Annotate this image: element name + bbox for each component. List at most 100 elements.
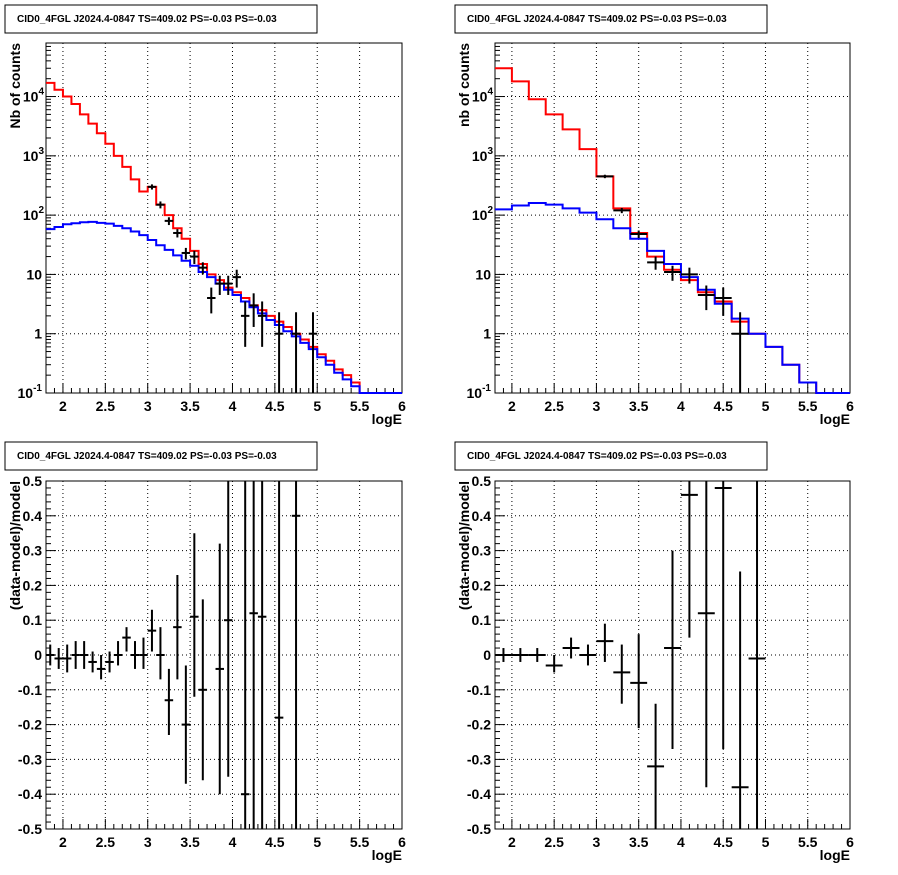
- series-step-line: [495, 202, 850, 394]
- y-tick-label: -0.1: [18, 682, 42, 698]
- data-point: [647, 256, 665, 270]
- data-point: [647, 703, 665, 829]
- chart-title: CID0_4FGL J2024.4-0847 TS=409.02 PS=-0.0…: [17, 451, 277, 462]
- data-point: [198, 262, 208, 275]
- y-tick-label: 10-1: [18, 383, 43, 401]
- x-tick-label: 5.5: [798, 834, 818, 850]
- y-tick-label: -0.3: [18, 751, 42, 767]
- data-point: [257, 301, 267, 347]
- y-tick-label: 0.4: [472, 508, 492, 524]
- data-point: [274, 312, 284, 393]
- x-tick-label: 5: [313, 398, 321, 414]
- y-tick-label: 0.5: [472, 473, 492, 489]
- x-axis-title: logE: [372, 411, 402, 427]
- data-point: [664, 265, 681, 281]
- data-point: [511, 648, 529, 662]
- y-tick-label: 0.1: [472, 612, 492, 628]
- x-tick-label: 5: [762, 398, 770, 414]
- data-point: [680, 267, 698, 284]
- data-point: [697, 481, 715, 788]
- y-tick-label: -0.1: [467, 682, 491, 698]
- y-tick-label: -0.2: [18, 717, 42, 733]
- data-point: [232, 269, 241, 288]
- plot-frame: [45, 480, 403, 830]
- y-axis-title: (data-model)/model: [7, 481, 23, 610]
- chart-panel-1: CID0_4FGL J2024.4-0847 TS=409.02 PS=-0.0…: [4, 4, 406, 427]
- data-point: [714, 287, 732, 316]
- data-point: [96, 655, 106, 680]
- data-point: [249, 293, 258, 327]
- data-point: [613, 207, 631, 214]
- y-tick-label: 103: [472, 146, 494, 164]
- data-point: [190, 250, 199, 264]
- data-point: [579, 644, 597, 666]
- data-point: [731, 571, 749, 829]
- x-tick-label: 3: [593, 398, 601, 414]
- data-point: [680, 481, 698, 638]
- chart-title: CID0_4FGL J2024.4-0847 TS=409.02 PS=-0.0…: [467, 451, 727, 462]
- data-point: [240, 481, 250, 829]
- data-point: [596, 174, 614, 179]
- data-point: [224, 275, 233, 295]
- y-tick-label: -0.4: [467, 786, 491, 802]
- chart-panel-2: CID0_4FGL J2024.4-0847 TS=409.02 PS=-0.0…: [454, 4, 854, 427]
- data-point: [630, 634, 648, 729]
- y-axis-title: nb of counts: [456, 43, 472, 127]
- y-tick-label: -0.2: [467, 717, 491, 733]
- title-box: [4, 4, 318, 34]
- data-point: [291, 481, 301, 829]
- x-tick-label: 4: [677, 834, 685, 850]
- y-tick-label: 102: [472, 205, 494, 223]
- plot-frame: [45, 42, 403, 394]
- title-box: [454, 4, 768, 34]
- x-tick-label: 2: [508, 398, 516, 414]
- data-point: [54, 648, 63, 669]
- x-tick-label: 2.5: [96, 398, 116, 414]
- data-point: [249, 481, 258, 829]
- data-point: [613, 644, 631, 704]
- x-tick-label: 3: [593, 834, 601, 850]
- y-tick-label: 104: [23, 87, 45, 105]
- y-axis-title: Nb of counts: [7, 43, 23, 129]
- x-tick-label: 4: [229, 398, 237, 414]
- data-point: [215, 275, 224, 295]
- title-box: [4, 441, 318, 471]
- x-tick-label: 4.5: [713, 398, 733, 414]
- y-tick-label: 0.3: [23, 543, 43, 559]
- x-tick-label: 2.5: [544, 834, 564, 850]
- plot-frame: [494, 42, 851, 394]
- y-tick-label: 0: [483, 647, 491, 663]
- y-tick-label: 1: [483, 326, 491, 342]
- x-tick-label: 6: [398, 834, 406, 850]
- data-point: [147, 609, 157, 652]
- data-point: [105, 651, 114, 673]
- data-point: [495, 648, 512, 662]
- y-tick-label: -0.5: [467, 821, 491, 837]
- x-tick-label: 5.5: [798, 398, 818, 414]
- data-point: [240, 301, 250, 347]
- data-point: [113, 641, 123, 666]
- x-axis-title: logE: [372, 847, 402, 863]
- x-tick-label: 3.5: [629, 398, 649, 414]
- x-tick-label: 2.5: [96, 834, 116, 850]
- series-step-line: [46, 220, 402, 394]
- x-tick-label: 4: [677, 398, 685, 414]
- data-point: [156, 201, 165, 209]
- y-tick-label: 0.2: [472, 577, 492, 593]
- data-point: [164, 668, 174, 736]
- x-tick-label: 4.5: [265, 834, 285, 850]
- data-point: [664, 550, 681, 749]
- data-point: [596, 623, 614, 662]
- x-tick-label: 2: [59, 834, 67, 850]
- y-tick-label: 10: [475, 266, 491, 282]
- data-point: [130, 641, 140, 669]
- y-axis-title: (data-model)/model: [456, 481, 472, 610]
- data-point: [79, 641, 89, 669]
- data-point: [545, 655, 563, 673]
- y-tick-label: 0.4: [23, 508, 43, 524]
- y-tick-label: 0.2: [23, 577, 43, 593]
- data-point: [62, 644, 72, 673]
- y-tick-label: 0: [34, 647, 42, 663]
- x-tick-label: 6: [398, 398, 406, 414]
- x-tick-label: 4.5: [713, 834, 733, 850]
